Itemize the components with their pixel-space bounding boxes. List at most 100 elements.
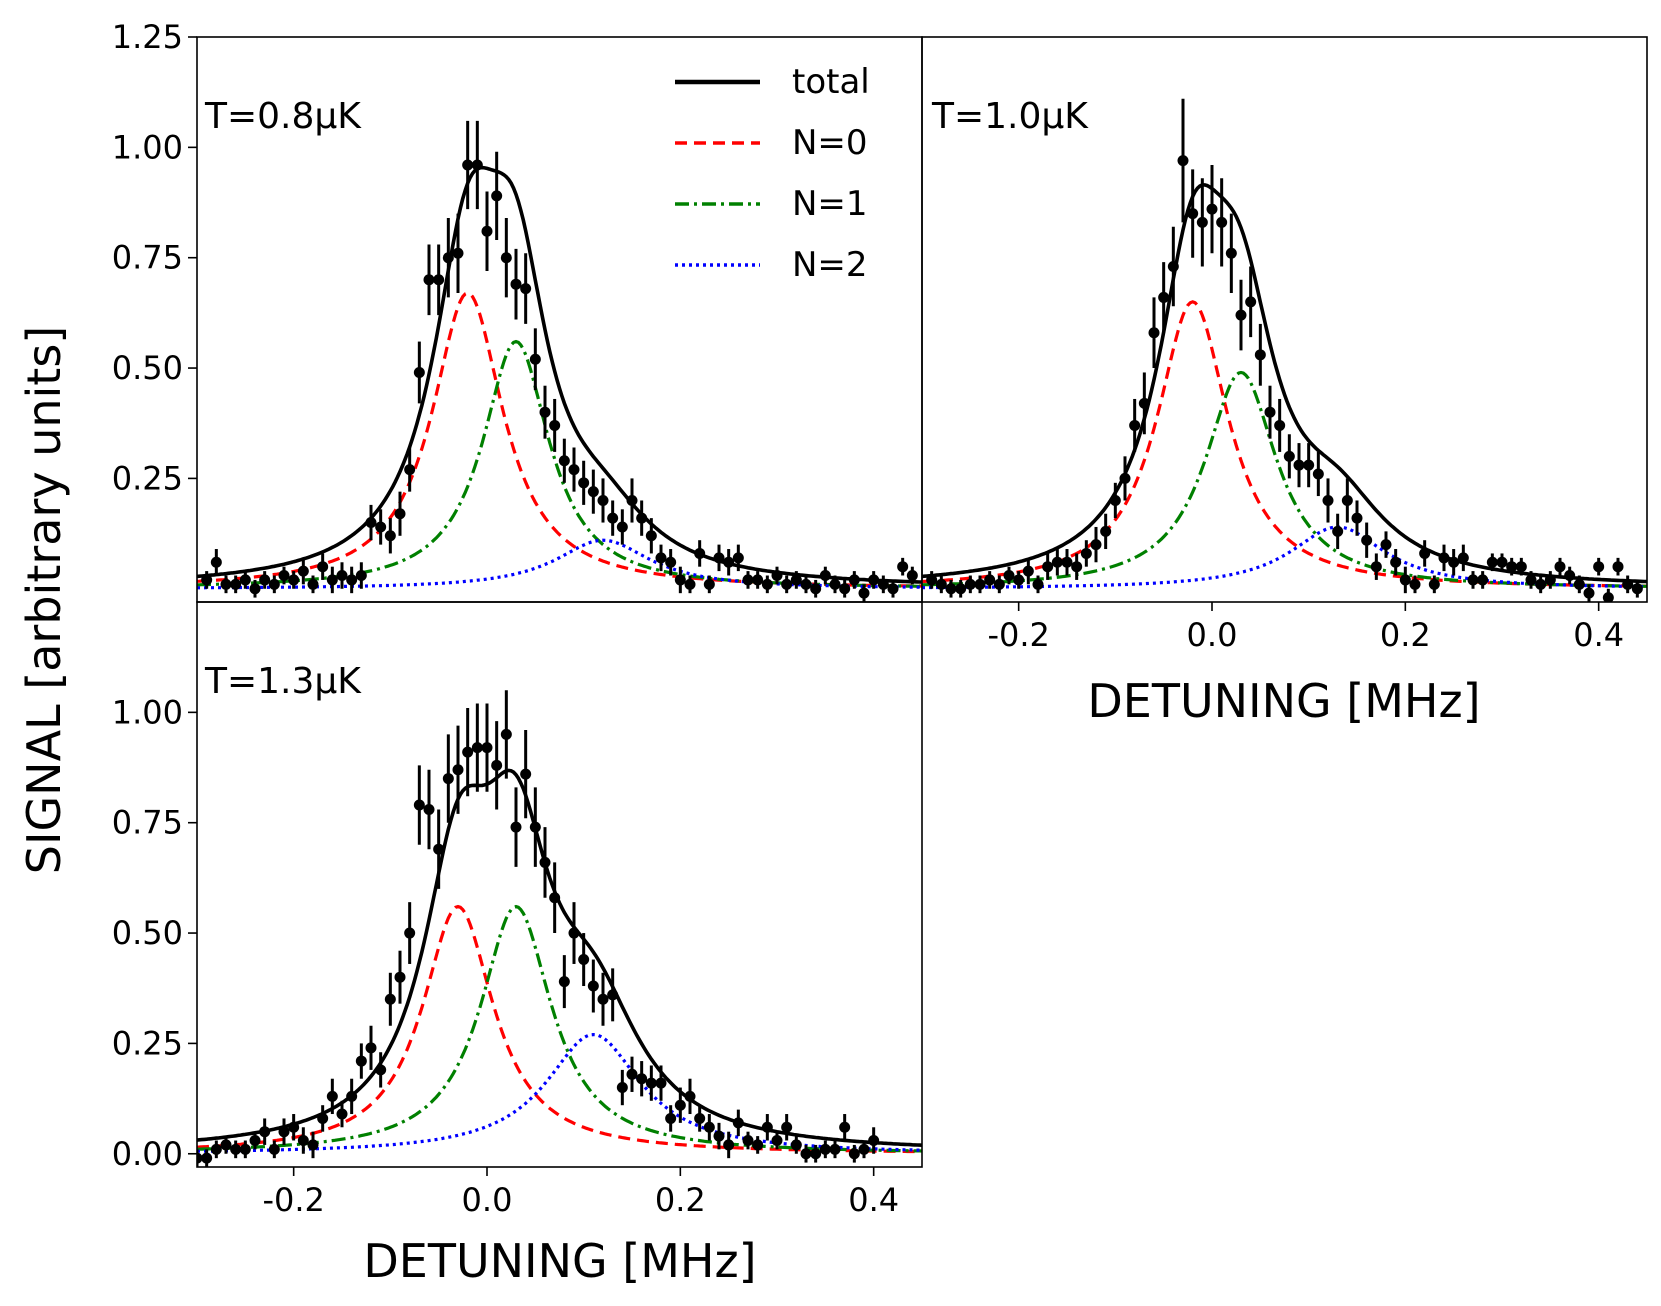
data-point: [539, 385, 551, 439]
data-marker: [520, 768, 532, 780]
data-point: [317, 1105, 329, 1132]
legend-label-n2: N=2: [792, 245, 868, 285]
curve-n-1-p13: [197, 904, 922, 1153]
data-marker: [404, 464, 416, 476]
curve-n-0-p10: [922, 300, 1647, 588]
data-marker: [481, 225, 493, 237]
data-point: [220, 575, 232, 594]
data-points-t-1-3uk: [197, 690, 880, 1167]
data-marker: [732, 1117, 744, 1129]
curve-n-1-p08: [197, 339, 922, 588]
data-point: [1196, 178, 1208, 267]
data-marker: [355, 1055, 367, 1067]
data-marker: [665, 1112, 677, 1124]
data-marker: [1293, 459, 1305, 471]
data-marker: [742, 574, 754, 586]
data-point: [297, 1127, 309, 1154]
data-point: [1013, 571, 1025, 589]
data-marker: [442, 773, 454, 785]
data-point: [1631, 579, 1643, 598]
curve-total-p10: [922, 183, 1647, 584]
data-point: [549, 398, 561, 452]
data-point: [645, 518, 657, 554]
data-point: [771, 566, 783, 585]
data-point: [1341, 478, 1353, 523]
x-axis-title-bottom: DETUNING [MHz]: [363, 1234, 756, 1288]
data-marker: [297, 565, 309, 577]
data-marker: [587, 980, 599, 992]
data-marker: [394, 508, 406, 520]
legend-label-n0: N=0: [792, 123, 868, 163]
data-point: [539, 827, 551, 898]
y-axis-title: SIGNAL [arbitrary units]: [17, 326, 71, 875]
data-point: [1544, 571, 1556, 589]
data-marker: [800, 1148, 812, 1160]
data-point: [442, 217, 454, 298]
data-marker: [433, 843, 445, 855]
data-marker: [307, 578, 319, 590]
data-point: [713, 544, 725, 572]
data-marker: [694, 547, 706, 559]
data-marker: [684, 1090, 696, 1102]
data-point: [732, 544, 744, 572]
data-marker: [1554, 561, 1566, 573]
data-point: [1109, 482, 1121, 519]
data-marker: [1361, 534, 1373, 546]
data-marker: [471, 742, 483, 754]
data-marker: [375, 521, 387, 533]
data-marker: [626, 1068, 638, 1080]
curves-t-0-8uk: [197, 165, 922, 590]
data-point: [1390, 549, 1402, 576]
data-marker: [307, 1139, 319, 1151]
data-point: [1225, 213, 1237, 294]
data-marker: [1216, 216, 1228, 228]
data-point: [510, 248, 522, 320]
y-tick-label: 0.00: [112, 1135, 183, 1173]
data-marker: [259, 574, 271, 586]
data-marker: [713, 552, 725, 564]
data-marker: [384, 993, 396, 1005]
data-point: [1332, 513, 1344, 550]
data-point: [1303, 443, 1315, 488]
data-marker: [239, 1143, 251, 1155]
data-marker: [1448, 556, 1460, 568]
data-point: [945, 579, 957, 598]
data-marker: [297, 1135, 309, 1147]
data-marker: [1119, 472, 1131, 484]
data-marker: [597, 494, 609, 506]
data-point: [974, 575, 986, 594]
data-marker: [1109, 494, 1121, 506]
data-point: [365, 1025, 377, 1070]
data-marker: [452, 247, 464, 259]
data-point: [1177, 98, 1189, 223]
data-point: [752, 571, 764, 589]
data-point: [481, 703, 493, 792]
data-marker: [1042, 561, 1054, 573]
x-tick-label: 0.2: [655, 1181, 706, 1219]
data-point: [810, 1144, 822, 1163]
data-point: [1506, 557, 1518, 576]
data-point: [278, 566, 290, 585]
data-marker: [1583, 587, 1595, 599]
data-marker: [578, 477, 590, 489]
data-marker: [810, 1148, 822, 1160]
data-point: [839, 579, 851, 598]
curves-t-1-0uk: [922, 183, 1647, 590]
data-marker: [906, 570, 918, 582]
data-point: [1428, 575, 1440, 594]
data-marker: [1225, 247, 1237, 259]
data-marker: [1467, 574, 1479, 586]
data-marker: [1564, 570, 1576, 582]
data-marker: [771, 570, 783, 582]
data-marker: [858, 587, 870, 599]
x-axis-title-top-right: DETUNING [MHz]: [1087, 674, 1480, 728]
data-point: [278, 1118, 290, 1145]
x-tick-label: 0.2: [1380, 616, 1431, 654]
data-marker: [848, 574, 860, 586]
data-marker: [761, 578, 773, 590]
data-point: [326, 1078, 338, 1115]
data-point: [819, 566, 831, 585]
y-tick-label: 1.00: [112, 128, 183, 166]
data-point: [529, 787, 541, 867]
data-point: [404, 447, 416, 492]
